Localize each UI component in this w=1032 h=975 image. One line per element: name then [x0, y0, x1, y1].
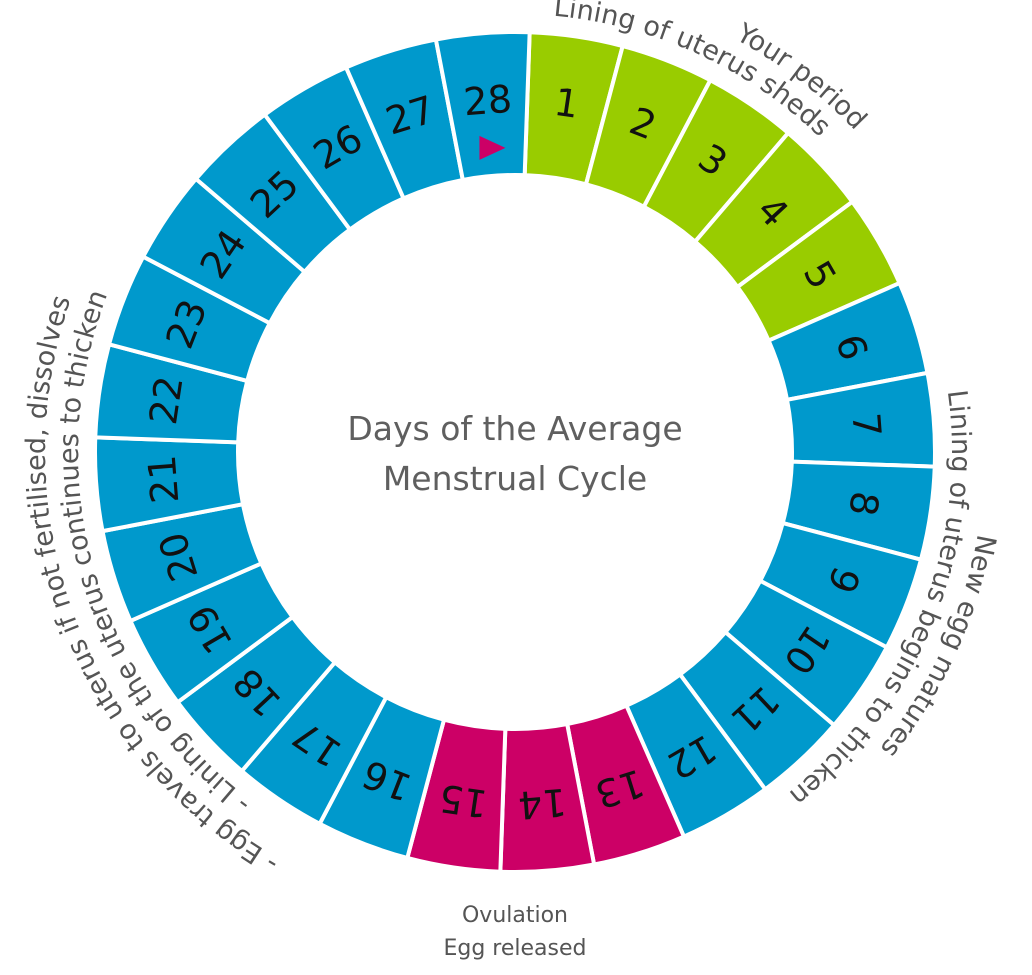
day-number: 15: [436, 775, 490, 826]
day-segment: 26: [261, 64, 407, 233]
cycle-ring: 1 234567891011121314151617181920212223242…: [93, 30, 937, 874]
day-segment: 28: [433, 30, 532, 183]
day-segment: 2: [583, 43, 714, 210]
day-segment: 8: [780, 459, 937, 563]
day-segment: 14: [498, 721, 597, 874]
day-segment: 10: [722, 578, 890, 728]
day-segment: 20: [100, 501, 265, 624]
day-number: 28: [462, 77, 514, 125]
day-number: 7: [844, 411, 890, 439]
day-number: 14: [516, 780, 568, 828]
day-segment: 9: [757, 520, 924, 651]
day-segment: 16: [316, 694, 447, 861]
day-segment: 25: [193, 111, 353, 275]
triangle-right-icon: [479, 135, 506, 160]
day-segment: 12: [623, 671, 769, 840]
day-number: 22: [141, 373, 192, 427]
day-segment-shape: [433, 30, 532, 183]
center-title-line1: Days of the Average: [347, 409, 682, 448]
day-segment: 24: [140, 176, 308, 326]
day-number: 21: [140, 453, 188, 505]
day-segment: 21: [93, 435, 246, 534]
day-segment: 15: [404, 717, 508, 874]
day-segment: 5: [734, 198, 903, 344]
day-segment: 4: [692, 130, 856, 290]
ovulation-caption-line2: Egg released: [443, 936, 586, 961]
day-segment: 17: [239, 659, 389, 827]
day-segment: 6: [765, 280, 930, 403]
day-segment: 3: [641, 77, 791, 245]
ovulation-caption-line1: Ovulation: [462, 903, 568, 928]
center-title-line2: Menstrual Cycle: [383, 459, 647, 498]
